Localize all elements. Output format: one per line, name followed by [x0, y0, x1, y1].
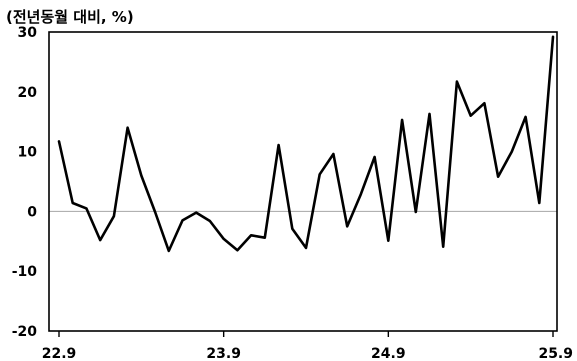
data-point	[57, 139, 62, 144]
data-point	[331, 151, 336, 156]
data-point	[304, 245, 309, 250]
y-tick-label: 30	[18, 25, 38, 41]
data-point	[537, 201, 542, 206]
series-line	[57, 35, 555, 253]
data-point	[454, 79, 459, 84]
data-point	[194, 210, 199, 215]
y-tick-label: 10	[18, 145, 38, 161]
data-point	[427, 111, 432, 116]
data-point	[166, 248, 171, 253]
data-point	[413, 209, 418, 214]
x-tick-label: 22.9	[42, 346, 77, 361]
data-point	[125, 125, 130, 130]
data-point	[207, 218, 212, 223]
plot-frame	[48, 31, 558, 332]
data-point	[221, 236, 226, 241]
data-point	[111, 214, 116, 219]
data-point	[317, 172, 322, 177]
y-tick-label: -20	[12, 324, 38, 340]
data-point	[290, 226, 295, 231]
data-point	[139, 173, 144, 178]
data-point	[372, 154, 377, 159]
data-point	[551, 34, 556, 39]
x-tick-label: 24.9	[371, 346, 406, 361]
data-point	[468, 113, 473, 118]
data-point	[70, 201, 75, 206]
data-point	[153, 209, 158, 214]
data-point	[84, 206, 89, 211]
series-layer	[57, 34, 556, 253]
data-point	[345, 224, 350, 229]
ticks-layer: 30 20 10 0 -10 -20 22.9 23.9 24.9 25.9	[12, 25, 573, 361]
x-tick-label: 25.9	[538, 346, 573, 361]
data-point	[276, 143, 281, 148]
data-point	[180, 218, 185, 223]
data-point	[98, 238, 103, 243]
data-point	[262, 235, 267, 240]
data-point	[496, 174, 501, 179]
unit-label: (전년동월 대비, %)	[6, 8, 134, 26]
data-point	[249, 233, 254, 238]
data-point	[235, 248, 240, 253]
y-tick-label: -10	[12, 264, 38, 280]
data-point	[482, 101, 487, 106]
data-point	[400, 117, 405, 122]
y-tick-label: 20	[18, 85, 38, 101]
y-tick-label: 0	[27, 204, 37, 220]
data-point	[386, 238, 391, 243]
data-point	[441, 244, 446, 249]
x-tick-label: 23.9	[206, 346, 241, 361]
data-point	[523, 114, 528, 119]
data-point	[509, 149, 514, 154]
data-point	[358, 192, 363, 197]
